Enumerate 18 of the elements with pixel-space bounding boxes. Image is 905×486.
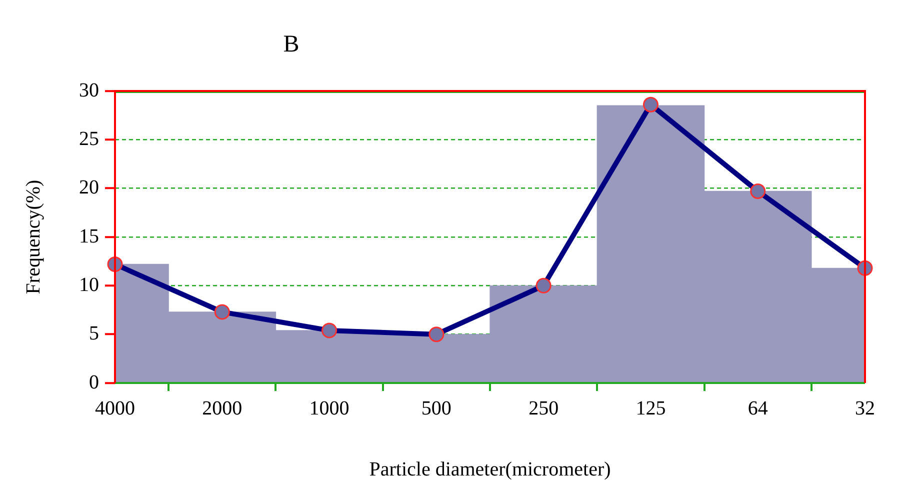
x-tick-label: 32	[855, 397, 875, 420]
y-tick-label: 15	[79, 225, 99, 248]
x-tick-label: 64	[748, 397, 768, 420]
y-tick-label: 30	[79, 79, 99, 102]
y-tick-label: 0	[89, 371, 99, 394]
y-tick-label: 10	[79, 274, 99, 296]
x-tick-label: 500	[421, 397, 452, 420]
x-tick-label: 1000	[309, 397, 350, 420]
y-axis-title: Frequency(%)	[22, 180, 44, 294]
chart-title: B	[283, 31, 300, 58]
x-tick-label: 125	[636, 397, 666, 420]
x-tick-label: 250	[528, 397, 559, 420]
y-tick-label: 25	[79, 128, 99, 150]
x-tick-label: 4000	[95, 397, 135, 420]
x-axis-title: Particle diameter(micrometer)	[369, 458, 611, 480]
x-tick-label: 2000	[202, 397, 242, 420]
y-tick-label: 20	[79, 176, 99, 199]
y-tick-label: 5	[89, 322, 99, 345]
